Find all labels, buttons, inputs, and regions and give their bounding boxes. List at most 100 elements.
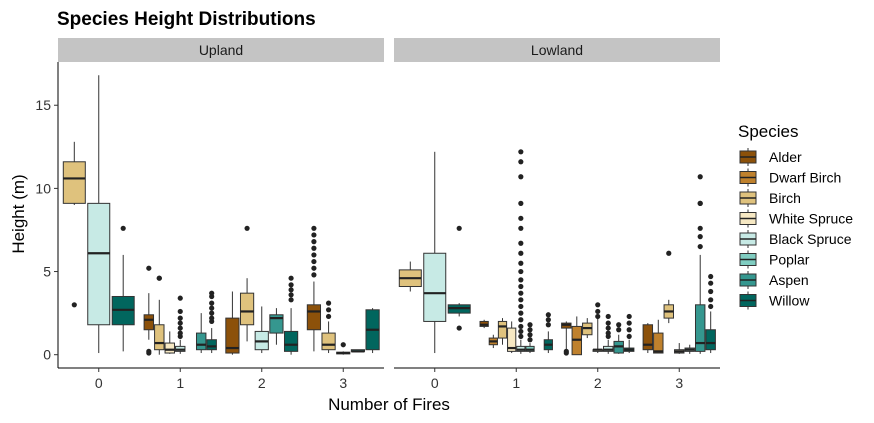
outlier-point <box>605 330 611 336</box>
box-aspen <box>195 313 207 354</box>
y-tick-label: 5 <box>43 264 51 280</box>
y-axis-title: Height (m) <box>9 174 28 253</box>
outlier-point <box>518 240 524 246</box>
outlier-point <box>518 215 524 221</box>
outlier-point <box>177 330 183 336</box>
box-alder <box>143 265 155 356</box>
outlier-point <box>697 225 703 231</box>
legend-item-aspen: Aspen <box>739 271 809 289</box>
axes: 0 5 10 15 0 1 2 3 0 1 2 3 <box>35 62 720 391</box>
outlier-point <box>177 325 183 331</box>
box-black-spruce <box>254 306 269 354</box>
legend-label: Black Spruce <box>769 231 852 247</box>
outlier-point <box>518 174 524 180</box>
box-iqr <box>694 304 706 352</box>
outlier-point <box>288 282 294 288</box>
outlier-point <box>595 313 601 320</box>
outlier-point <box>288 275 294 281</box>
outlier-point <box>456 325 462 331</box>
box-black-spruce <box>684 344 695 354</box>
legend-item-black-spruce: Black Spruce <box>739 230 852 248</box>
outlier-point <box>708 273 714 280</box>
box-group-upland-fires-3 <box>306 225 380 355</box>
outlier-point <box>311 225 317 231</box>
outlier-point <box>518 149 524 155</box>
box-willow <box>206 290 217 354</box>
legend-label: Aspen <box>769 272 809 288</box>
x-tick-label: 2 <box>594 375 602 391</box>
box-iqr <box>164 342 175 354</box>
box-aspen <box>694 174 706 354</box>
x-tick-label: 0 <box>431 375 439 391</box>
outlier-point <box>626 320 632 326</box>
box-aspen <box>350 349 366 353</box>
chart-title: Species Height Distributions <box>57 9 316 30</box>
outlier-point <box>325 300 332 306</box>
box-willow <box>283 275 299 355</box>
outlier-point <box>545 312 551 318</box>
outlier-point <box>595 302 601 308</box>
x-tick-label: 2 <box>258 375 266 391</box>
box-group-lowland-fires-1 <box>479 149 553 354</box>
outlier-point <box>518 303 524 310</box>
outlier-point <box>708 297 714 303</box>
box-alder <box>642 323 654 354</box>
outlier-point <box>311 265 317 271</box>
outlier-point <box>626 327 632 333</box>
box-black-spruce <box>423 151 447 354</box>
box-iqr <box>507 327 517 352</box>
outlier-point <box>518 333 524 340</box>
legend-item-poplar: Poplar <box>739 250 810 269</box>
outlier-point <box>146 348 152 354</box>
outlier-point <box>518 283 524 290</box>
legend-label: White Spruce <box>769 211 853 227</box>
outlier-point <box>71 302 77 308</box>
box-iqr <box>239 292 255 326</box>
outlier-point <box>456 225 462 231</box>
outlier-point <box>605 313 611 320</box>
outlier-point <box>209 315 215 321</box>
outlier-point <box>518 200 524 206</box>
box-iqr <box>62 161 86 204</box>
outlier-point <box>244 225 250 231</box>
outlier-point <box>518 268 524 275</box>
outlier-point <box>708 303 714 310</box>
box-group-upland-fires-2 <box>225 225 299 355</box>
legend-title: Species <box>738 122 798 141</box>
x-tick-label: 1 <box>176 375 184 391</box>
box-iqr <box>705 329 716 351</box>
x-tick-label: 3 <box>339 375 347 391</box>
box-black-spruce <box>516 149 526 354</box>
outlier-point <box>697 243 703 250</box>
outlier-point <box>120 225 126 231</box>
outlier-point <box>209 290 215 296</box>
box-poplar <box>525 322 535 354</box>
outlier-point <box>708 288 714 295</box>
outlier-point <box>527 327 533 333</box>
box-iqr <box>225 317 240 354</box>
legend-item-white-spruce: White Spruce <box>739 209 853 228</box>
box-aspen <box>613 322 624 354</box>
box-dwarf-birch <box>488 334 498 349</box>
box-aspen <box>269 308 284 345</box>
outlier-point <box>605 320 611 326</box>
outlier-point <box>518 250 524 256</box>
box-white-spruce <box>592 302 603 354</box>
panel-lowland <box>398 149 716 356</box>
outlier-point <box>518 323 524 330</box>
outlier-point <box>518 277 524 283</box>
box-white-spruce <box>164 331 175 354</box>
outlier-point <box>288 292 294 298</box>
outlier-point <box>595 308 601 315</box>
outlier-point <box>518 310 524 316</box>
legend: Species Alder Dwarf Birch Birch White Spruc… <box>738 122 853 310</box>
outlier-point <box>616 327 622 333</box>
box-iqr <box>497 320 508 339</box>
legend-label: Willow <box>769 293 810 309</box>
outlier-point <box>177 295 183 301</box>
outlier-point <box>527 322 533 328</box>
outlier-point <box>311 258 317 265</box>
box-iqr <box>195 332 207 351</box>
box-birch <box>321 300 336 354</box>
outlier-point <box>518 159 524 165</box>
